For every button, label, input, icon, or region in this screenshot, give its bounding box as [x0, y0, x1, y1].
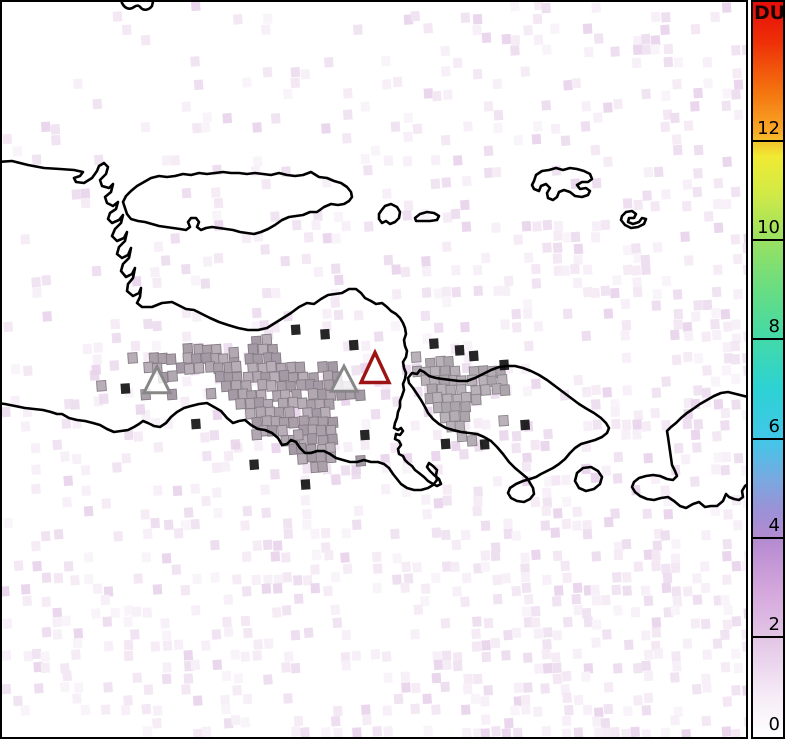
kangean-islands: [530, 166, 594, 202]
island-east-small: [619, 209, 648, 230]
colorbar-tick-line: [751, 338, 785, 341]
colorbar-tick-line: [751, 636, 785, 639]
bali-island: [406, 364, 611, 504]
island-south-madura-round: [377, 202, 402, 226]
island-south-madura-flat: [413, 210, 441, 223]
coast-fragment-top-edge: [119, 0, 155, 12]
java-mainland: [0, 159, 443, 492]
colorbar-units-label: DU: [754, 2, 785, 24]
colorbar-tick-label: 6: [768, 415, 780, 437]
colorbar-tick-label: 4: [768, 514, 780, 536]
markers: [141, 348, 392, 395]
colorbar-tick-label: 10: [757, 217, 780, 239]
coastlines: [0, 0, 748, 510]
colorbar-tick-line: [751, 239, 785, 242]
colorbar-tick-line: [751, 437, 785, 440]
map-canvas: [0, 0, 748, 739]
map-area: [0, 0, 748, 739]
nusa-penida-island: [573, 465, 604, 493]
madura-island: [121, 170, 354, 236]
volcano-triangle-red-active: [358, 348, 392, 385]
colorbar-tick-label: 2: [768, 614, 780, 636]
colorbar-tick-label: 8: [768, 316, 780, 338]
lombok-island: [630, 390, 748, 510]
retrieval-noise-pixels: [0, 0, 748, 739]
volcano-triangle-gray-west: [141, 363, 173, 395]
colorbar-tick-label: 12: [757, 117, 780, 139]
colorbar-tick-label: 0: [768, 713, 780, 735]
colorbar: 0 2 4 6 8 10 12 DU: [751, 0, 785, 739]
volcano-triangle-gray-east: [328, 362, 360, 393]
colorbar-tick-line: [751, 536, 785, 539]
colorbar-tick-line: [751, 139, 785, 142]
